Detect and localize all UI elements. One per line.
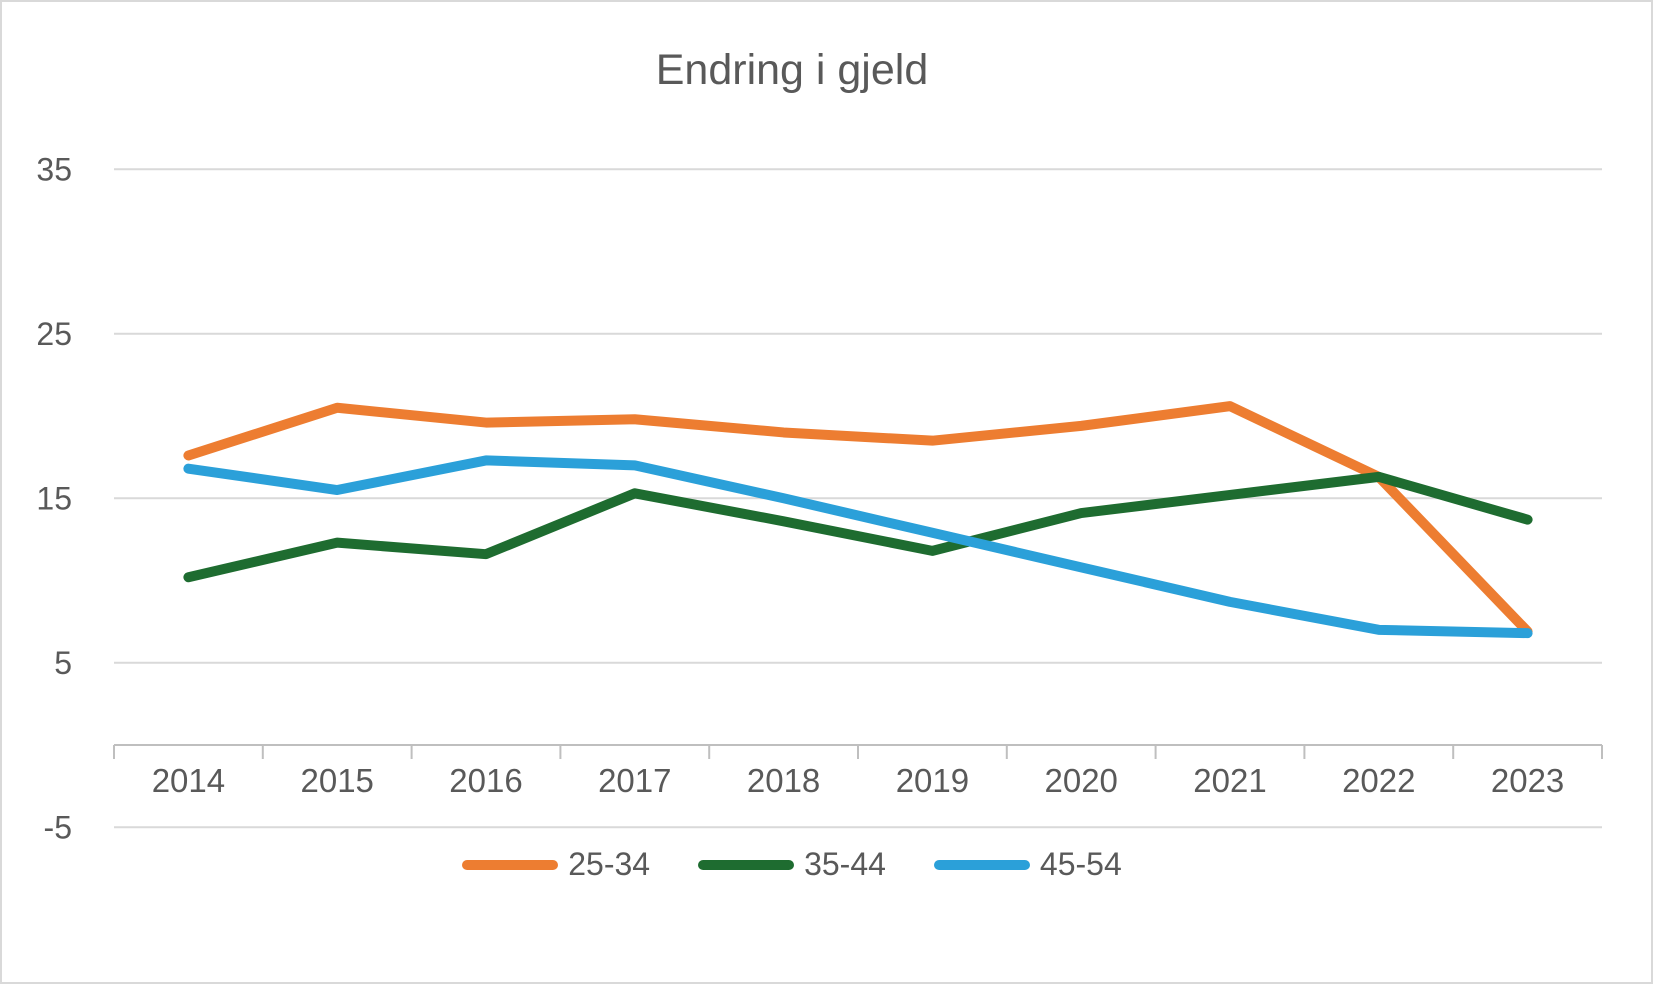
legend-label-35-44: 35-44 xyxy=(804,846,886,882)
y-axis-label-5: 5 xyxy=(54,645,72,681)
legend-swatch-25-34 xyxy=(462,859,559,870)
x-axis-label-2022: 2022 xyxy=(1342,762,1415,799)
x-axis-label-2016: 2016 xyxy=(449,762,522,799)
x-axis-label-2021: 2021 xyxy=(1193,762,1266,799)
legend-item-25-34: 25-34 xyxy=(462,846,650,883)
legend-swatch-45-54 xyxy=(933,859,1030,870)
x-axis-label-2019: 2019 xyxy=(896,762,969,799)
legend-label-45-54: 45-54 xyxy=(1039,846,1122,882)
series-line-35-44 xyxy=(183,471,1533,583)
x-axis-label-2017: 2017 xyxy=(598,762,671,799)
y-axis-label-15: 15 xyxy=(36,480,72,516)
legend-item-35-44: 35-44 xyxy=(698,846,886,883)
x-axis-label-2023: 2023 xyxy=(1491,762,1564,799)
x-axis-label-2020: 2020 xyxy=(1044,762,1117,799)
y-axis-label-35: 35 xyxy=(36,151,72,187)
x-axis-label-2018: 2018 xyxy=(747,762,820,799)
legend-item-45-54: 45-54 xyxy=(933,846,1122,883)
legend: 25-34 35-44 45-54 xyxy=(2,846,1582,883)
series-line-25-34 xyxy=(183,401,1533,637)
legend-label-25-34: 25-34 xyxy=(568,846,651,882)
chart-title: Endring i gjeld xyxy=(655,46,929,94)
y-axis-label-25: 25 xyxy=(36,316,72,352)
x-axis-label-2015: 2015 xyxy=(300,762,373,799)
legend-swatch-35-44 xyxy=(698,859,795,870)
y-axis-label--5: -5 xyxy=(44,809,72,845)
x-axis-label-2014: 2014 xyxy=(152,762,225,799)
series-line-45-54 xyxy=(183,455,1533,639)
